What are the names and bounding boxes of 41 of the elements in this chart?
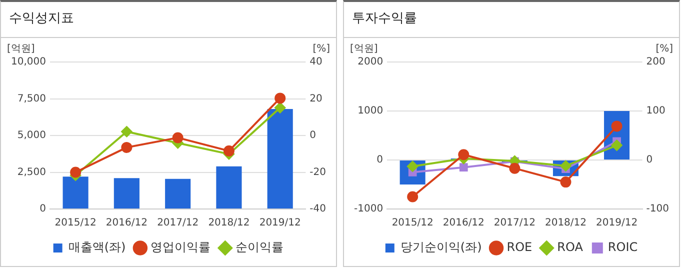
legend-label: 매출액(좌) <box>68 240 126 254</box>
y2-tick-label: 40 <box>310 56 322 68</box>
legend-label: 순이익률 <box>236 240 284 254</box>
y-tick-label: 1000 <box>358 106 384 117</box>
x-tick-label: 2017/12 <box>157 218 199 229</box>
y2-tick-label: 0 <box>646 154 653 166</box>
x-tick-label: 2018/12 <box>208 218 250 229</box>
y-tick-label: 2000 <box>358 56 384 68</box>
y2-tick-label: 100 <box>646 106 666 117</box>
x-tick-label: 2016/12 <box>106 218 148 229</box>
y-tick-label: 10,000 <box>10 56 46 68</box>
y-tick-label: -1000 <box>354 204 384 215</box>
y-axis-title: [억원] <box>7 44 35 55</box>
y2-tick-label: 0 <box>310 130 316 142</box>
y2-tick-label: -20 <box>310 166 326 178</box>
y2-tick-label: -100 <box>646 204 670 215</box>
y-tick-label: 5,000 <box>17 130 46 142</box>
y2-axis-title: [%] <box>312 44 330 55</box>
y-tick-label: 7,500 <box>17 93 46 104</box>
x-tick-label: 2015/12 <box>54 218 96 229</box>
y2-tick-label: 200 <box>646 56 666 68</box>
x-tick-label: 2018/12 <box>544 218 587 229</box>
legend-label: 당기순이익(좌) <box>400 240 482 254</box>
chart-title: 투자수익률 <box>344 2 679 38</box>
legend-label: ROA <box>557 240 584 254</box>
y2-tick-label: 20 <box>310 93 322 104</box>
y-tick-label: 0 <box>376 154 384 166</box>
x-tick-label: 2015/12 <box>392 218 434 229</box>
legend-label: ROE <box>506 240 532 254</box>
x-tick-label: 2019/12 <box>596 218 638 229</box>
chart-title: 수익성지표 <box>1 2 336 38</box>
y2-tick-label: -40 <box>310 204 326 215</box>
legend-label: 영업이익률 <box>150 240 211 254</box>
y-axis-title: [억원] <box>350 44 378 55</box>
x-tick-label: 2019/12 <box>259 218 301 229</box>
x-tick-label: 2016/12 <box>442 218 484 229</box>
x-tick-label: 2017/12 <box>494 218 536 229</box>
y2-axis-title: [%] <box>656 44 674 55</box>
y-tick-label: 0 <box>40 204 46 215</box>
y-tick-label: 2,500 <box>17 166 46 178</box>
legend-label: ROIC <box>608 240 638 254</box>
